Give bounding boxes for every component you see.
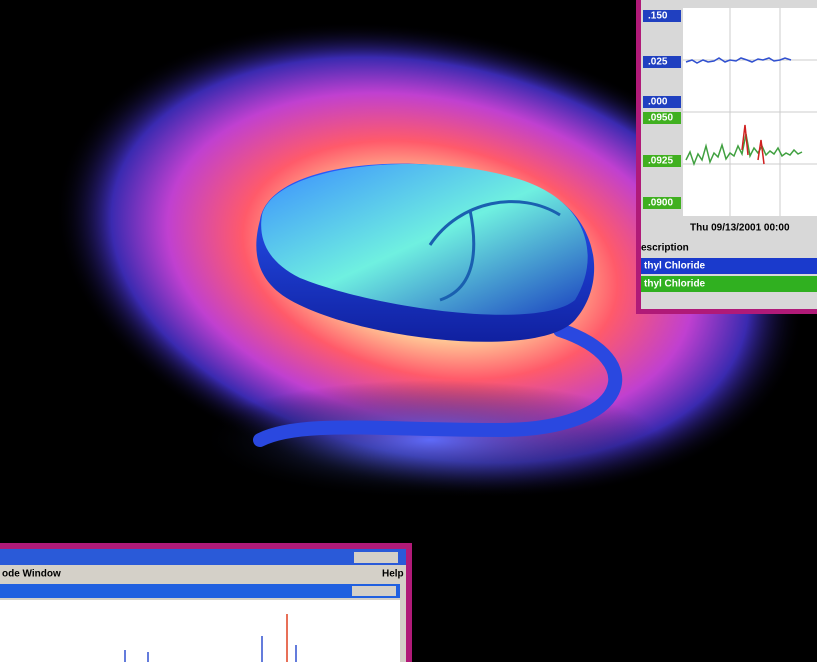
- menu-help[interactable]: Help: [382, 569, 404, 580]
- window-controls[interactable]: [354, 552, 398, 563]
- inset-bottom: ode Window Help: [0, 543, 412, 662]
- table-cell: thyl Chloride: [644, 261, 706, 272]
- axis-label: .0900: [648, 198, 673, 209]
- plot-area: [0, 600, 400, 662]
- illustration: .150 .025 .000 .0950 .0925 .0900 Thu 09/…: [0, 0, 817, 662]
- axis-label: .150: [648, 11, 668, 22]
- axis-label: .0950: [648, 113, 673, 124]
- table-cell: thyl Chloride: [644, 279, 706, 290]
- child-title-bar: [0, 584, 400, 598]
- date-label: Thu 09/13/2001 00:00: [690, 223, 790, 234]
- axis-label: .000: [648, 97, 668, 108]
- child-window-controls[interactable]: [352, 586, 396, 596]
- axis-label: .025: [648, 57, 668, 68]
- page: .150 .025 .000 .0950 .0925 .0900 Thu 09/…: [0, 0, 817, 662]
- menu-bar[interactable]: ode Window: [2, 569, 61, 580]
- title-bar: [0, 549, 406, 565]
- table-header: escription: [641, 243, 689, 254]
- inset-top: .150 .025 .000 .0950 .0925 .0900 Thu 09/…: [636, 0, 817, 314]
- axis-label: .0925: [648, 156, 673, 167]
